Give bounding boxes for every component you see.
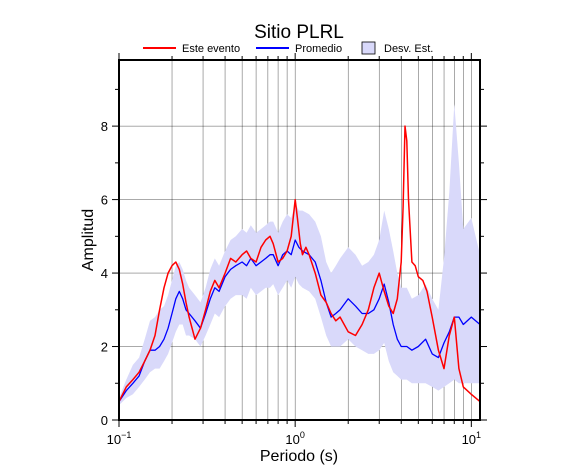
x-tick-label: 10−1 bbox=[107, 430, 132, 447]
std-dev-band bbox=[119, 104, 480, 406]
legend-label-desv-est: Desv. Est. bbox=[384, 43, 433, 55]
y-axis: 0 2 4 6 8 bbox=[101, 88, 487, 428]
legend-swatch-desv-est bbox=[361, 41, 376, 55]
chart-title: Sitio PLRL bbox=[254, 22, 344, 43]
y-tick-label: 2 bbox=[101, 340, 108, 355]
legend: Este evento Promedio Desv. Est. bbox=[143, 41, 433, 55]
y-tick-label: 4 bbox=[101, 266, 108, 281]
legend-label-promedio: Promedio bbox=[295, 43, 342, 55]
legend-label-este-evento: Este evento bbox=[182, 43, 240, 55]
y-tick-label: 0 bbox=[101, 413, 108, 428]
x-axis-title: Periodo (s) bbox=[260, 448, 338, 465]
x-tick-label: 101 bbox=[462, 430, 481, 447]
x-tick-label: 100 bbox=[285, 430, 304, 447]
y-axis-title: Amplitud bbox=[80, 209, 97, 271]
y-tick-label: 6 bbox=[101, 193, 108, 208]
series-line-este-evento bbox=[118, 125, 481, 403]
x-axis: 10−1 100 101 bbox=[107, 53, 481, 447]
y-tick-label: 8 bbox=[101, 119, 108, 134]
plot-frame bbox=[118, 59, 481, 421]
